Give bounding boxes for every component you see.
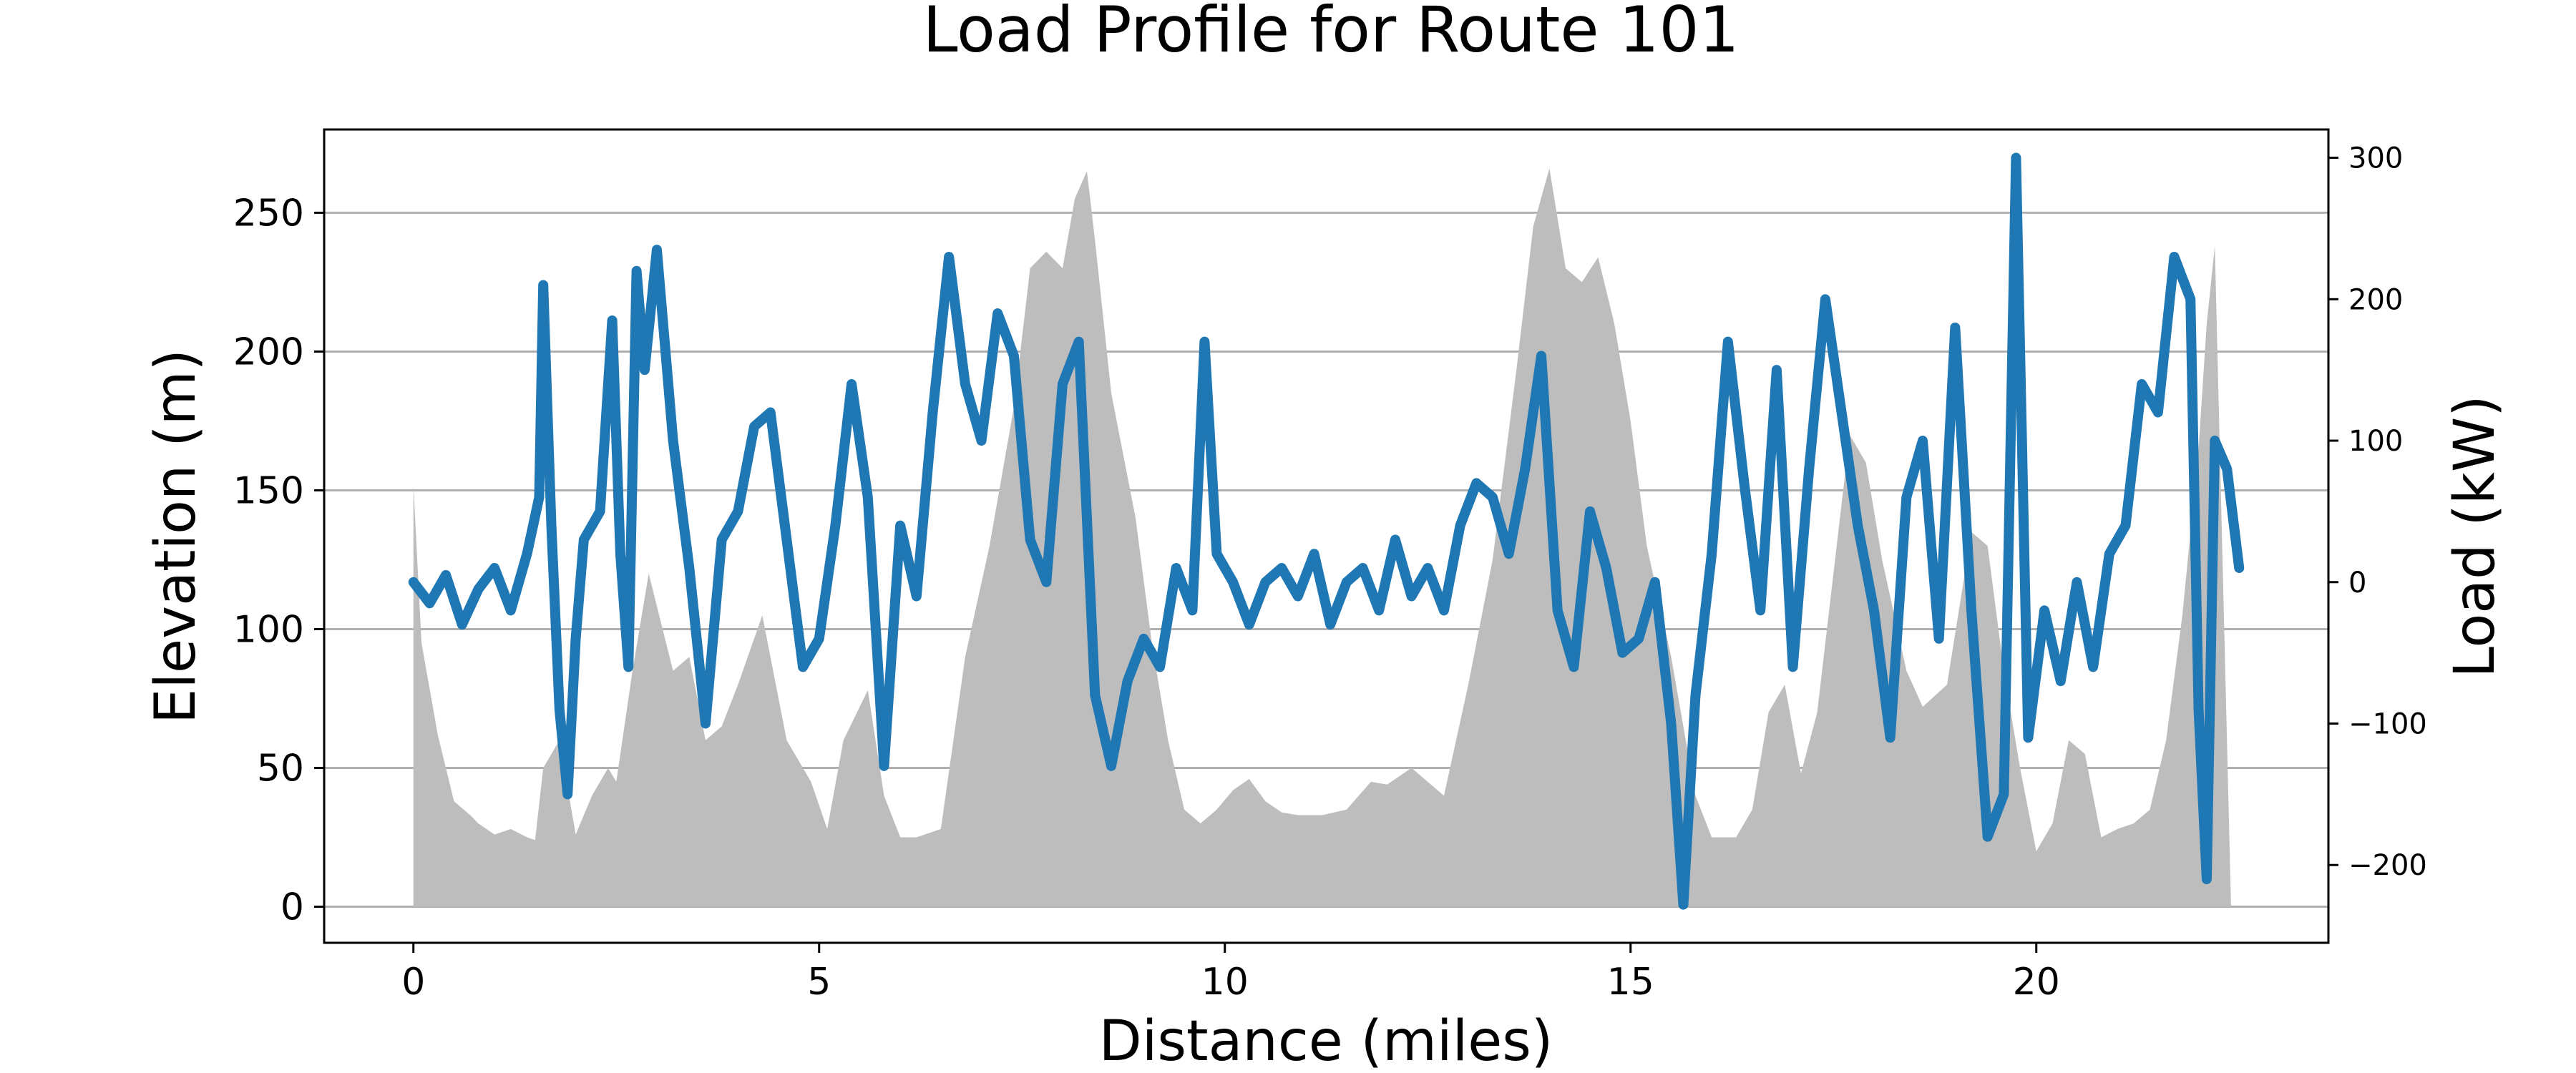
y-left-tick-label-50: 50 [257,748,304,790]
x-tick-label-20: 20 [2013,961,2060,1004]
y-left-tick-label-100: 100 [233,608,304,651]
y-right-tick-label-300: 300 [2348,142,2403,175]
y-right-tick-label-200: 200 [2348,283,2403,316]
ticks-layer: 0 5 10 15 20050100150200250−200−100010020030… [233,142,2427,1004]
x-tick-label-10: 10 [1201,961,1249,1004]
chart-title: Load Profile for Route 101 [922,0,1739,67]
load-line [408,152,2245,910]
y-right-tick-label-100: 100 [2348,425,2403,458]
x-axis-label: Distance (miles) [1099,1009,1553,1073]
elevation-area-layer [413,168,2235,907]
y-left-tick-label-0: 0 [280,886,304,929]
x-tick-label-0: 0 [401,961,425,1004]
y-axis-label-right: Load (kW) [2443,395,2507,677]
load-line-layer [408,152,2245,910]
x-tick-label-15: 15 [1607,961,1654,1004]
y-right-tick-label--200: −200 [2348,849,2427,882]
plot-frame [323,128,2330,944]
y-right-tick-label--100: −100 [2348,708,2427,741]
x-tick-label-5: 5 [807,961,831,1004]
y-left-tick-label-250: 250 [233,192,304,235]
y-right-tick-label-0: 0 [2348,567,2366,599]
elevation-area [413,168,2235,907]
y-left-tick-label-150: 150 [233,469,304,512]
y-axis-label-left: Elevation (m) [144,349,208,724]
y-left-tick-label-200: 200 [233,330,304,373]
